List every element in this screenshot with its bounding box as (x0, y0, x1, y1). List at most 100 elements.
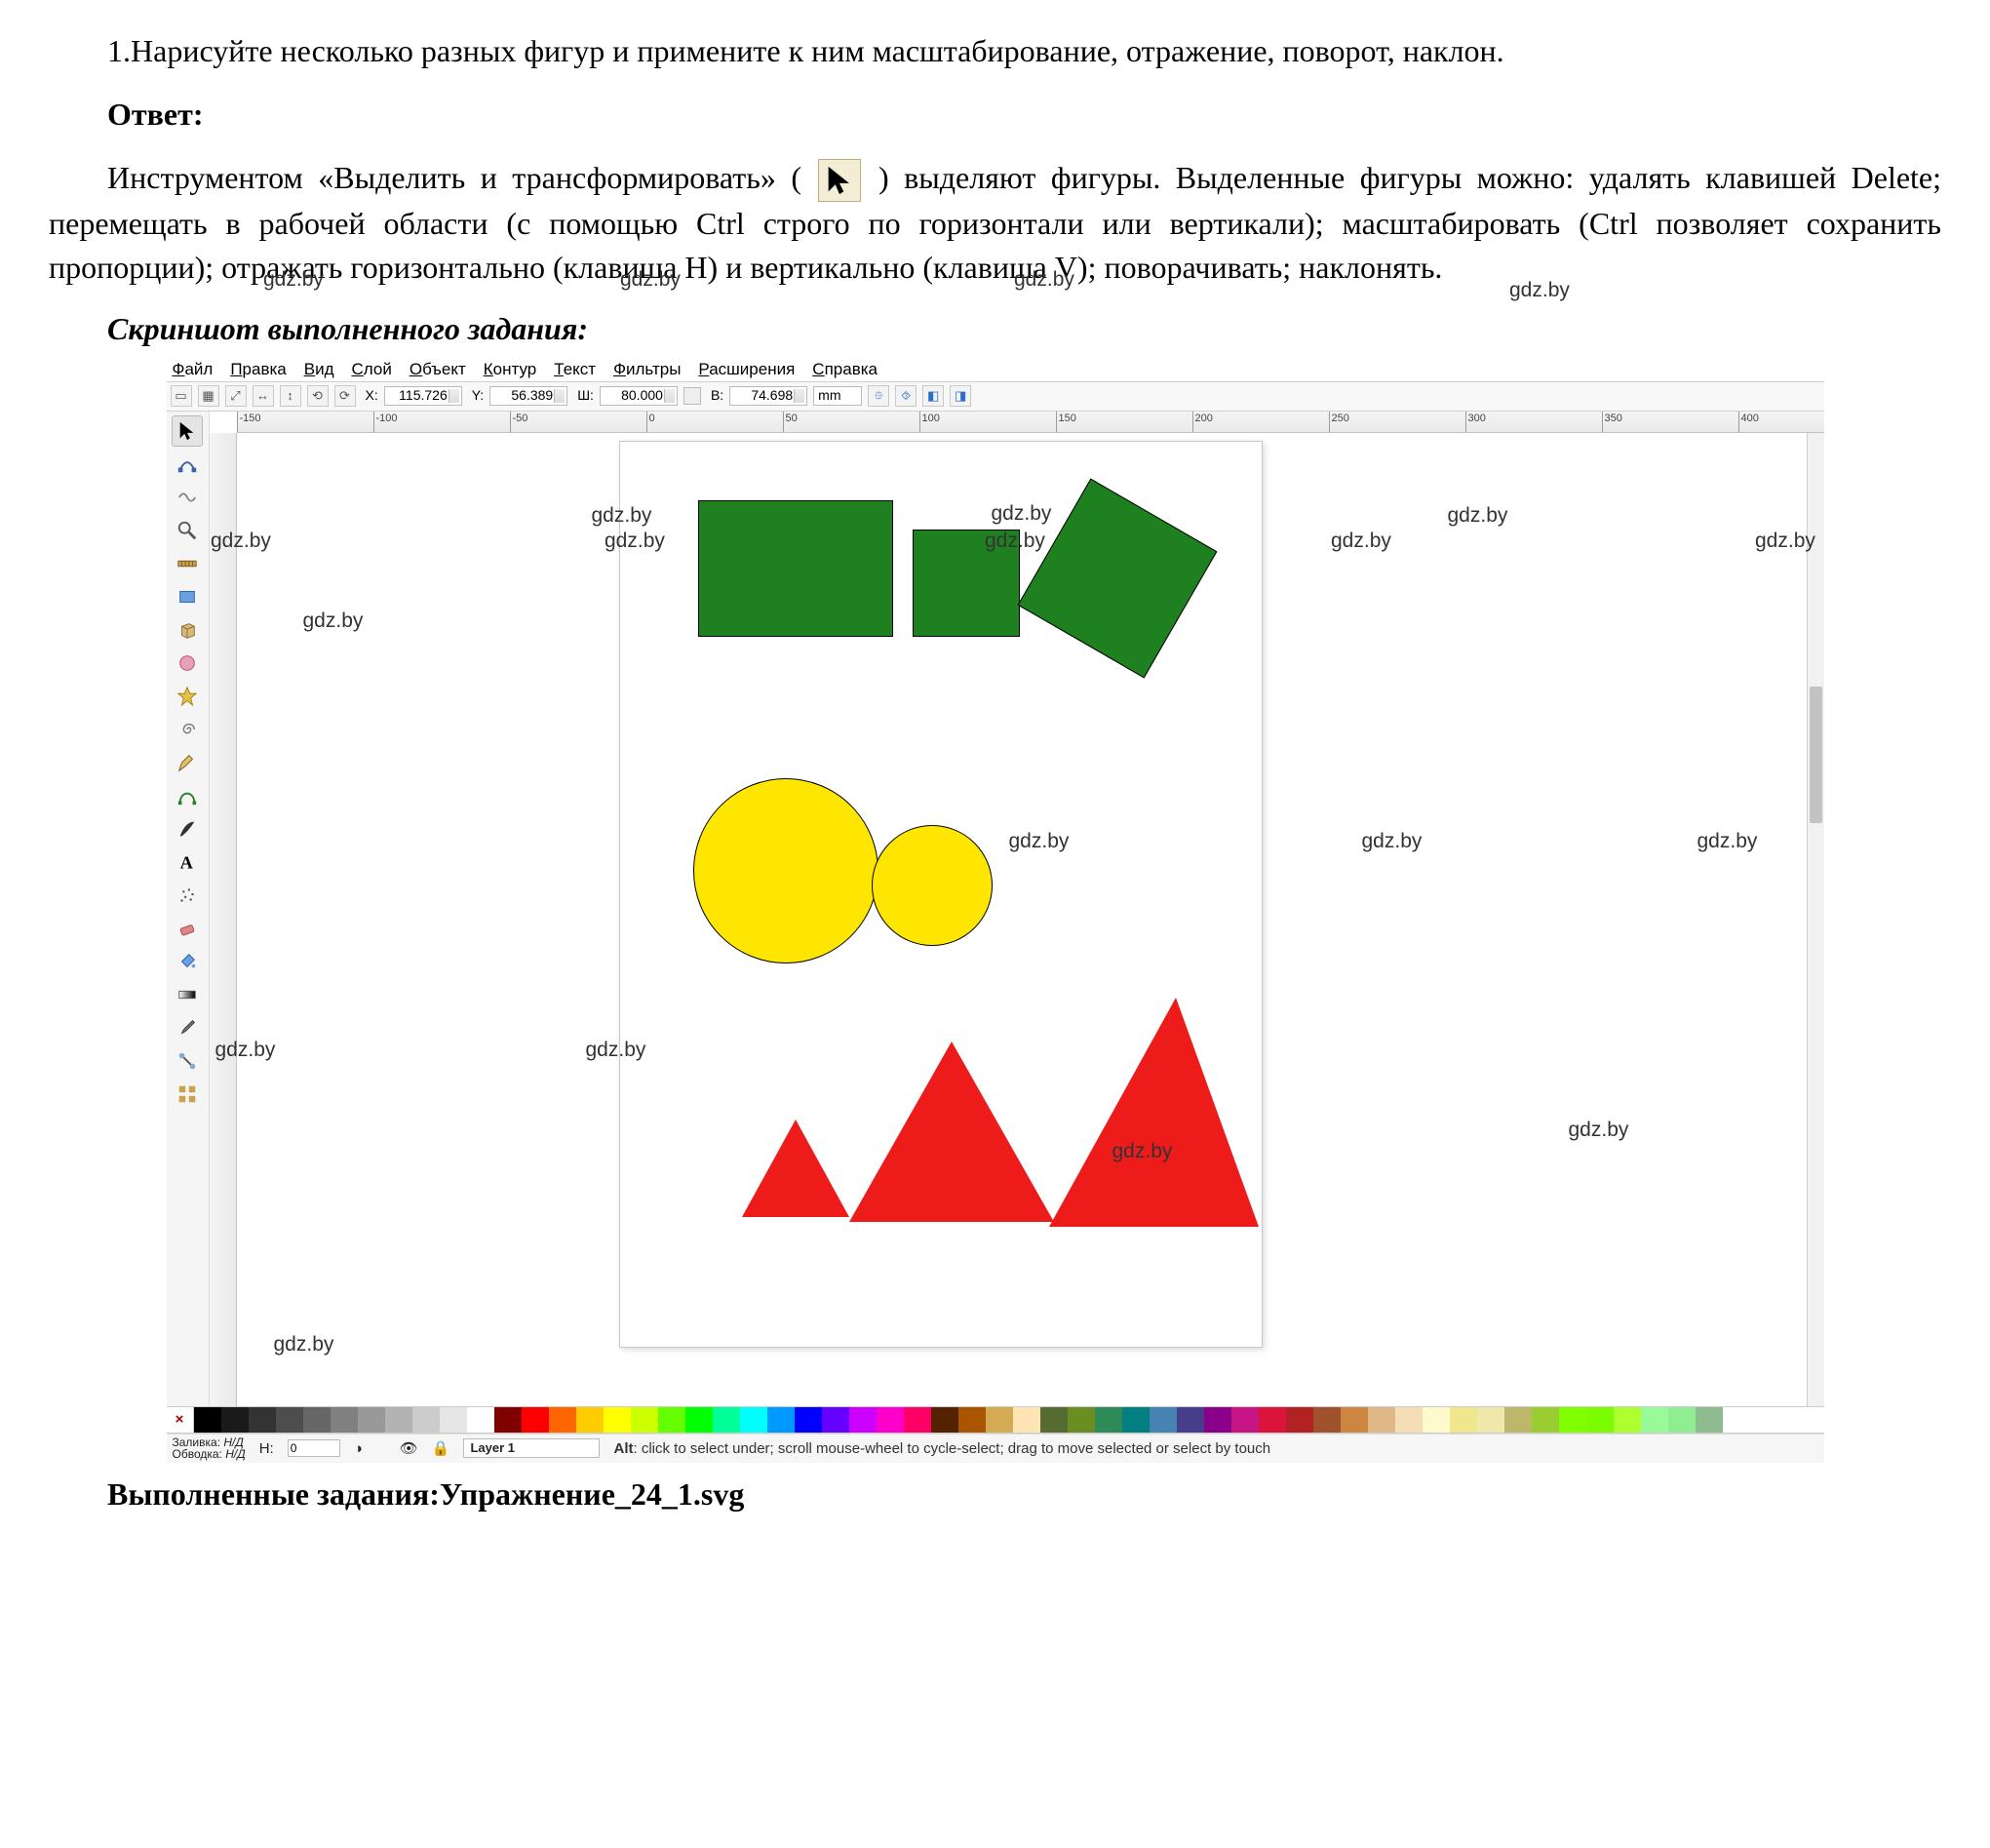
gradient-tool[interactable] (172, 979, 203, 1010)
affect-btn[interactable]: ◧ (922, 385, 944, 407)
bucket-tool[interactable] (172, 946, 203, 977)
menu-item[interactable]: Вид (304, 358, 334, 381)
affect-btn[interactable]: ⯑ (895, 385, 917, 407)
h-field[interactable]: 74.698 (729, 386, 807, 406)
color-swatch[interactable] (1095, 1407, 1122, 1433)
color-swatch[interactable] (1177, 1407, 1204, 1433)
color-swatch[interactable] (1696, 1407, 1723, 1433)
color-swatch[interactable] (1504, 1407, 1532, 1433)
color-swatch[interactable] (931, 1407, 958, 1433)
no-fill-swatch[interactable]: × (167, 1407, 194, 1433)
y-field[interactable]: 56.389 (489, 386, 567, 406)
color-swatch[interactable] (576, 1407, 604, 1433)
lock-icon[interactable] (683, 387, 701, 405)
stroke-h-field[interactable] (288, 1439, 340, 1457)
canvas[interactable]: -150-100-50050100150200250300350400 (210, 412, 1824, 1406)
toolbar-btn[interactable]: ▭ (171, 385, 192, 407)
menu-item[interactable]: Фильтры (613, 358, 681, 381)
color-swatch[interactable] (1013, 1407, 1040, 1433)
color-swatch[interactable] (1040, 1407, 1068, 1433)
color-swatch[interactable] (1614, 1407, 1641, 1433)
color-swatch[interactable] (904, 1407, 931, 1433)
toolbar-btn[interactable]: ⟳ (334, 385, 356, 407)
menu-item[interactable]: Файл (173, 358, 214, 381)
menu-item[interactable]: Расширения (698, 358, 795, 381)
color-swatch[interactable] (604, 1407, 631, 1433)
color-swatch[interactable] (494, 1407, 522, 1433)
color-swatch[interactable] (740, 1407, 767, 1433)
cursor-tool[interactable] (172, 415, 203, 447)
layer-lock-icon[interactable]: 🔒 (432, 1438, 450, 1459)
spray-tool[interactable] (172, 880, 203, 911)
color-swatch[interactable] (849, 1407, 877, 1433)
layer-selector[interactable]: Layer 1 (463, 1438, 600, 1458)
tweak-tool[interactable] (172, 482, 203, 513)
scrollbar-thumb[interactable] (1810, 687, 1822, 823)
measure-tool[interactable] (172, 548, 203, 579)
node-tool[interactable] (172, 449, 203, 480)
color-swatch[interactable] (631, 1407, 658, 1433)
color-swatch[interactable] (877, 1407, 904, 1433)
color-swatch[interactable] (303, 1407, 331, 1433)
color-swatch[interactable] (221, 1407, 249, 1433)
affect-btn[interactable]: ◨ (950, 385, 971, 407)
spiral-tool[interactable] (172, 714, 203, 745)
color-swatch[interactable] (1150, 1407, 1177, 1433)
color-swatch[interactable] (767, 1407, 795, 1433)
color-swatch[interactable] (685, 1407, 713, 1433)
x-field[interactable]: 115.726 (384, 386, 462, 406)
color-swatch[interactable] (249, 1407, 276, 1433)
color-swatch[interactable] (385, 1407, 412, 1433)
menu-item[interactable]: Контур (484, 358, 537, 381)
color-swatch[interactable] (1532, 1407, 1559, 1433)
color-swatch[interactable] (658, 1407, 685, 1433)
color-swatch[interactable] (795, 1407, 822, 1433)
star-tool[interactable] (172, 681, 203, 712)
tile-tool[interactable] (172, 1079, 203, 1110)
color-swatch[interactable] (1341, 1407, 1368, 1433)
color-swatch[interactable] (1068, 1407, 1095, 1433)
menu-item[interactable]: Правка (230, 358, 286, 381)
color-swatch[interactable] (1231, 1407, 1259, 1433)
scrollbar-vertical[interactable] (1807, 433, 1824, 1406)
menu-item[interactable]: Справка (812, 358, 878, 381)
color-swatch[interactable] (549, 1407, 576, 1433)
w-field[interactable]: 80.000 (600, 386, 678, 406)
color-swatch[interactable] (1477, 1407, 1504, 1433)
color-swatch[interactable] (958, 1407, 986, 1433)
calligraphy-tool[interactable] (172, 813, 203, 845)
color-swatch[interactable] (713, 1407, 740, 1433)
color-swatch[interactable] (1559, 1407, 1586, 1433)
affect-btn[interactable]: ⯐ (868, 385, 889, 407)
color-swatch[interactable] (440, 1407, 467, 1433)
color-swatch[interactable] (1668, 1407, 1696, 1433)
color-swatch[interactable] (822, 1407, 849, 1433)
color-swatch[interactable] (1286, 1407, 1313, 1433)
toolbar-btn[interactable]: ⤢ (225, 385, 247, 407)
3dbox-tool[interactable] (172, 614, 203, 646)
pencil-tool[interactable] (172, 747, 203, 778)
color-swatch[interactable] (358, 1407, 385, 1433)
dropper-tool[interactable] (172, 1012, 203, 1043)
rect-tool[interactable] (172, 581, 203, 612)
color-swatch[interactable] (1259, 1407, 1286, 1433)
color-swatch[interactable] (1395, 1407, 1423, 1433)
layer-vis-icon[interactable]: 👁 (400, 1438, 418, 1459)
triangle-shape[interactable] (620, 442, 1264, 1349)
color-swatch[interactable] (1641, 1407, 1668, 1433)
color-swatch[interactable] (467, 1407, 494, 1433)
toolbar-btn[interactable]: ⟲ (307, 385, 329, 407)
eraser-tool[interactable] (172, 913, 203, 944)
text-tool[interactable]: A (172, 846, 203, 878)
zoom-tool[interactable] (172, 515, 203, 546)
color-swatch[interactable] (412, 1407, 440, 1433)
color-swatch[interactable] (522, 1407, 549, 1433)
color-swatch[interactable] (194, 1407, 221, 1433)
color-swatch[interactable] (1423, 1407, 1450, 1433)
connector-tool[interactable] (172, 1045, 203, 1077)
toolbar-btn[interactable]: ▦ (198, 385, 219, 407)
unit-select[interactable]: mm (813, 386, 862, 406)
color-swatch[interactable] (276, 1407, 303, 1433)
color-swatch[interactable] (1122, 1407, 1150, 1433)
bezier-tool[interactable] (172, 780, 203, 811)
